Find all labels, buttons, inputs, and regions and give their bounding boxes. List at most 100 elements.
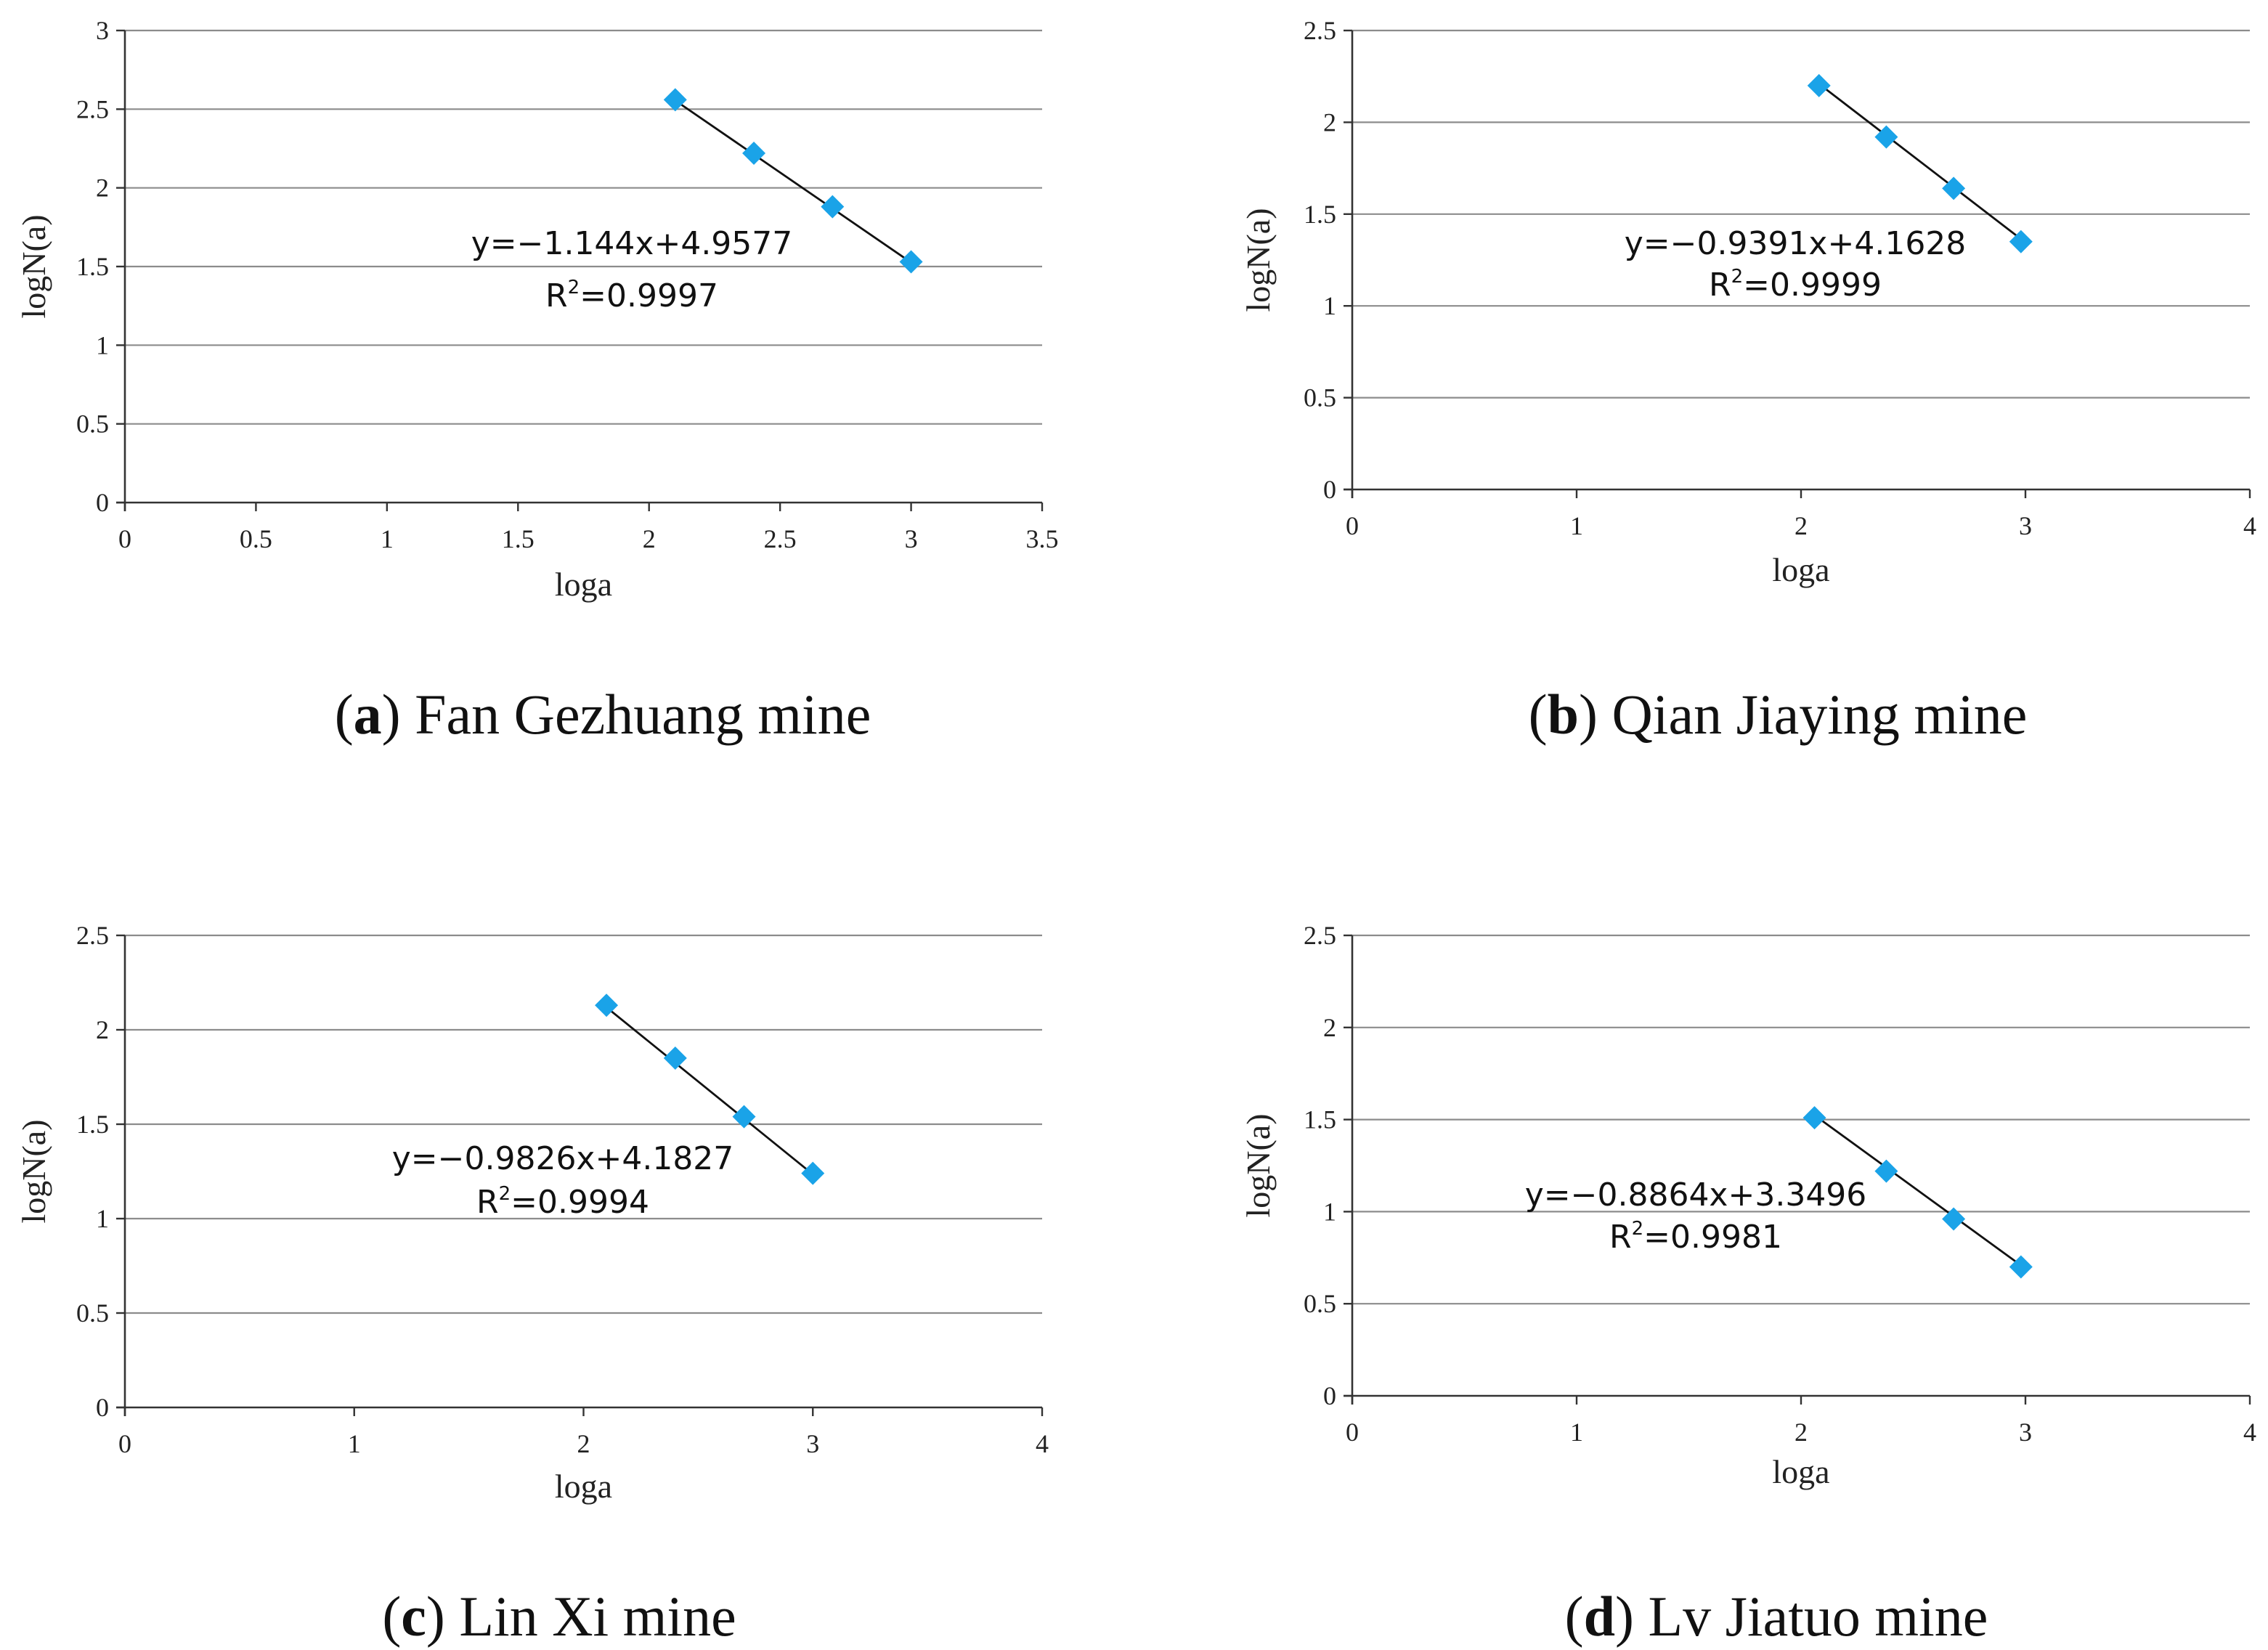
data-point <box>1874 125 1898 149</box>
trendline <box>606 1006 814 1176</box>
x-axis-title: loga <box>555 566 612 603</box>
x-axis-title: loga <box>555 1468 612 1505</box>
data-point <box>732 1105 756 1129</box>
y-tick-label: 2.5 <box>1304 921 1336 950</box>
r-squared-superscript: 2 <box>1731 266 1744 288</box>
panel-caption: (c) Lin Xi mine <box>382 1585 736 1648</box>
y-tick-label: 2 <box>1323 1013 1336 1042</box>
y-axis-title: logN(a) <box>1240 1113 1277 1217</box>
x-tick-label: 3 <box>905 524 918 553</box>
y-tick-label: 2.5 <box>76 921 109 950</box>
panel-caption: (d) Lv Jiatuo mine <box>1565 1585 1988 1648</box>
caption-close-paren: ) <box>1615 1585 1648 1648</box>
data-point <box>2009 1255 2033 1279</box>
r-squared-prefix: R <box>545 277 568 314</box>
trendline <box>1818 83 2022 240</box>
data-point <box>663 1047 687 1070</box>
trendline <box>1813 1114 2022 1267</box>
r-squared: R2=0.9997 <box>545 277 718 314</box>
data-point <box>1942 1207 1966 1231</box>
data-point <box>1942 176 1966 200</box>
trend-equation: y=−1.144x+4.9577 <box>471 225 793 262</box>
r-squared-value: =0.9999 <box>1743 267 1882 304</box>
caption-text: Fan Gezhuang mine <box>415 683 871 746</box>
y-tick-label: 0 <box>1323 475 1336 504</box>
trend-equation: y=−0.9391x+4.1628 <box>1625 225 1967 262</box>
caption-close-paren: ) <box>1579 683 1611 746</box>
x-tick-label: 1 <box>348 1429 361 1458</box>
x-tick-label: 2 <box>577 1429 590 1458</box>
caption-open-paren: ( <box>382 1585 401 1648</box>
data-point <box>801 1161 825 1185</box>
y-axis-title: logN(a) <box>15 1119 52 1223</box>
y-axis-title: logN(a) <box>15 214 52 318</box>
r-squared: R2=0.9999 <box>1709 266 1882 304</box>
y-tick-label: 2.5 <box>76 94 109 123</box>
y-tick-label: 0.5 <box>1304 383 1336 412</box>
panel-c: 0 0.5 1 1.5 2 2.5 0 1 2 3 4 loga logN(a) y=−0.9826x+4… <box>15 921 1049 1648</box>
r-squared-prefix: R <box>1709 267 1731 304</box>
caption-letter: b <box>1548 683 1579 746</box>
trend-equation: y=−0.9826x+4.1827 <box>392 1140 734 1177</box>
x-tick-label: 2 <box>1795 511 1808 540</box>
y-tick-label: 2.5 <box>1304 16 1336 45</box>
x-tick-label: 0 <box>118 1429 131 1458</box>
y-tick-label: 1.5 <box>76 1110 109 1139</box>
x-tick-label: 2 <box>643 524 656 553</box>
y-tick-label: 2 <box>96 1015 109 1044</box>
x-tick-label: 3 <box>806 1429 819 1458</box>
r-squared-superscript: 2 <box>1632 1218 1644 1240</box>
caption-text: Lin Xi mine <box>459 1585 736 1648</box>
y-tick-label: 0.5 <box>1304 1289 1336 1318</box>
x-tick-label: 2.5 <box>764 524 797 553</box>
data-point <box>1802 1106 1826 1130</box>
x-tick-label: 1 <box>381 524 394 553</box>
y-tick-label: 0.5 <box>76 410 109 439</box>
caption-text: Qian Jiaying mine <box>1611 683 2027 746</box>
x-tick-label: 0 <box>1346 511 1359 540</box>
x-axis-title: loga <box>1772 1453 1829 1490</box>
x-tick-label: 0 <box>1346 1418 1359 1447</box>
y-tick-label: 1 <box>96 330 109 359</box>
data-point <box>595 993 619 1017</box>
caption-letter: c <box>401 1585 426 1648</box>
y-tick-label: 1 <box>96 1204 109 1233</box>
caption-letter: a <box>354 683 382 746</box>
r-squared-prefix: R <box>476 1184 499 1221</box>
data-point <box>2009 229 2033 253</box>
panel-d: 0 0.5 1 1.5 2 2.5 0 1 2 3 4 loga logN(a) y=−0.8864x+3… <box>1240 921 2256 1648</box>
data-point <box>899 250 923 274</box>
y-tick-label: 2 <box>1323 107 1336 137</box>
x-tick-label: 4 <box>1036 1429 1049 1458</box>
x-tick-label: 0 <box>118 524 131 553</box>
r-squared: R2=0.9981 <box>1609 1218 1782 1256</box>
panel-a: 0 0.5 1 1.5 2 2.5 3 0 0.5 1 1.5 2 2.5 3 3.5 loga logN(a)… <box>15 16 1059 746</box>
data-point <box>821 195 845 219</box>
x-tick-label: 0.5 <box>240 524 272 553</box>
x-tick-label: 4 <box>2243 1418 2256 1447</box>
y-tick-label: 1 <box>1323 291 1336 320</box>
r-squared-value: =0.9997 <box>580 277 718 314</box>
x-tick-label: 3 <box>2019 511 2032 540</box>
x-tick-label: 2 <box>1795 1418 1808 1447</box>
data-point <box>663 88 687 112</box>
caption-open-paren: ( <box>1529 683 1548 746</box>
r-squared-superscript: 2 <box>499 1183 511 1205</box>
x-axis-title: loga <box>1772 551 1829 588</box>
data-point <box>742 142 766 165</box>
data-point <box>1874 1159 1898 1183</box>
y-tick-label: 0.5 <box>76 1299 109 1328</box>
caption-text: Lv Jiatuo mine <box>1648 1585 1988 1648</box>
panel-b: 0 0.5 1 1.5 2 2.5 0 1 2 3 4 loga logN(a) y=−0.9391x+4… <box>1240 16 2256 746</box>
x-tick-label: 1 <box>1570 1418 1583 1447</box>
x-tick-label: 1.5 <box>502 524 535 553</box>
x-tick-label: 3.5 <box>1026 524 1059 553</box>
y-tick-label: 3 <box>96 16 109 45</box>
y-tick-label: 0 <box>1323 1381 1336 1410</box>
x-tick-label: 4 <box>2243 511 2256 540</box>
y-tick-label: 1 <box>1323 1197 1336 1226</box>
y-tick-label: 2 <box>96 174 109 203</box>
y-axis-title: logN(a) <box>1240 208 1277 312</box>
r-squared-prefix: R <box>1609 1219 1632 1256</box>
y-tick-label: 1.5 <box>1304 200 1336 229</box>
